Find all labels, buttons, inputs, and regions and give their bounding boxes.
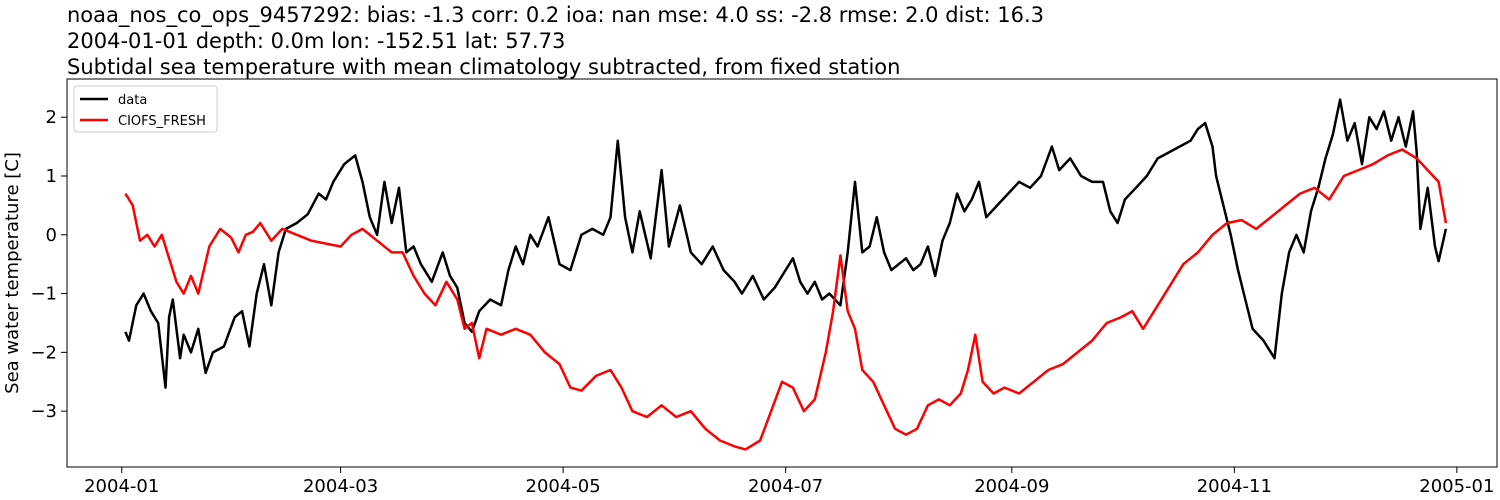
x-tick-label: 2004-03 [303, 476, 378, 497]
x-tick-label: 2005-01 [1419, 476, 1494, 497]
x-tick-label: 2004-01 [84, 476, 159, 497]
legend-label: CIOFS_FRESH [118, 114, 206, 129]
title-line-location: 2004-01-01 depth: 0.0m lon: -152.51 lat:… [67, 29, 566, 53]
y-tick-label: −2 [30, 342, 57, 363]
y-axis-label: Sea water temperature [C] [2, 152, 23, 394]
y-tick-label: −3 [30, 401, 57, 422]
plot-lines [124, 98, 1448, 451]
y-tick-label: −1 [30, 284, 57, 305]
y-axis: 2 1 0 −1 −2 −3 [30, 107, 67, 422]
legend: data CIOFS_FRESH [73, 85, 218, 133]
x-axis: 2004-01 2004-03 2004-05 2004-07 2004-09 2004-… [84, 467, 1494, 497]
x-tick-label: 2004-09 [974, 476, 1049, 497]
series-line-data [124, 98, 1448, 389]
series-line-ciofs-fresh [124, 148, 1448, 451]
title-line-stats: noaa_nos_co_ops_9457292: bias: -1.3 corr… [67, 3, 1045, 27]
plot-frame [66, 78, 1498, 468]
y-tick-label: 1 [46, 166, 57, 187]
y-tick-label: 2 [46, 107, 57, 128]
title-line-description: Subtidal sea temperature with mean clima… [67, 55, 901, 79]
legend-box [73, 85, 218, 133]
x-tick-label: 2004-11 [1197, 476, 1272, 497]
x-tick-label: 2004-05 [526, 476, 601, 497]
y-tick-label: 0 [46, 225, 57, 246]
legend-label: data [118, 93, 147, 108]
chart-title: noaa_nos_co_ops_9457292: bias: -1.3 corr… [67, 2, 1044, 80]
x-tick-label: 2004-07 [748, 476, 823, 497]
